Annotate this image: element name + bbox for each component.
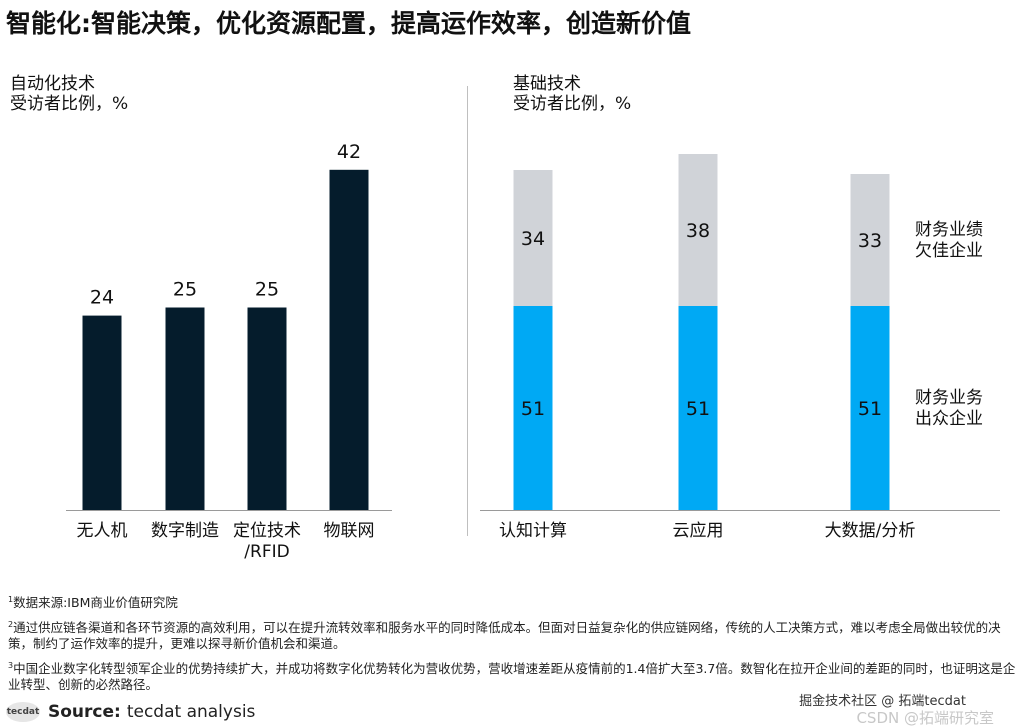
footnote-2: 2通过供应链各渠道和各环节资源的高效利用，可以在提升流转效率和服务水平的同时降低…	[8, 620, 1001, 652]
tecdat-logo: tecdat	[6, 702, 40, 722]
stacked-bar-2-segment-2	[678, 154, 718, 306]
stacked-bar-1-segment-2-value: 34	[521, 228, 545, 250]
stacked-bar-1-segment-2	[513, 170, 553, 306]
bar-2	[165, 307, 205, 510]
watermark: 掘金技术社区 @ 拓端tecdat	[799, 694, 966, 709]
bar-3-label: /RFID	[244, 542, 289, 562]
series-2-label: 欠佳企业	[915, 241, 983, 261]
right-chart-title: 基础技术	[513, 74, 581, 94]
left-chart-subtitle: 受访者比例，%	[10, 94, 129, 114]
stacked-bar-2-segment-1	[678, 306, 718, 510]
source-label: Source:	[48, 702, 121, 722]
bar-1	[82, 315, 122, 510]
footnote-3: 3中国企业数字化转型领军企业的优势持续扩大，并成功将数字化优势转化为营收优势，营…	[8, 661, 1016, 693]
bar-3-value: 25	[255, 279, 279, 301]
right-chart-subtitle: 受访者比例，%	[513, 94, 632, 114]
charts-canvas: 24 无人机 25 数字制造 25 定位技术/RFID 42 物联网 51 34 认知计算 51 38 云…	[66, 141, 1000, 562]
watermark-csdn: CSDN @拓端研究室	[856, 709, 994, 727]
series-2-label: 财务业绩	[915, 220, 983, 240]
chart-divider	[467, 86, 468, 536]
stacked-bar-2-label: 云应用	[673, 521, 724, 541]
source-row: tecdat Source: tecdat analysis	[6, 700, 255, 724]
bar-4	[329, 169, 369, 511]
left-chart-heading: 自动化技术 受访者比例，%	[10, 74, 128, 114]
left-chart-title: 自动化技术	[10, 74, 95, 94]
footnotes: 1数据来源:IBM商业价值研究院 2通过供应链各渠道和各环节资源的高效利用，可以…	[8, 592, 1020, 699]
stacked-bar-1-segment-1	[513, 306, 553, 510]
stacked-bar-3-segment-1-value: 51	[858, 398, 882, 420]
stacked-bar-2-segment-2-value: 38	[686, 220, 710, 242]
series-1-label: 出众企业	[915, 409, 983, 429]
source-text: tecdat analysis	[126, 702, 256, 722]
bar-4-label: 物联网	[324, 521, 375, 541]
bar-4-value: 42	[337, 141, 361, 163]
stacked-bar-2-segment-1-value: 51	[686, 398, 710, 420]
stacked-bar-3-segment-2-value: 33	[858, 230, 882, 252]
bar-2-value: 25	[173, 279, 197, 301]
series-1-label: 财务业务	[915, 388, 983, 408]
footnote-1: 1数据来源:IBM商业价值研究院	[8, 595, 178, 611]
bar-1-label: 无人机	[77, 521, 128, 541]
stacked-bar-3-label: 大数据/分析	[825, 521, 916, 541]
bar-2-label: 数字制造	[151, 521, 219, 541]
bar-3	[247, 307, 287, 510]
stacked-bar-1-label: 认知计算	[499, 521, 567, 541]
stacked-bar-3-segment-1	[850, 306, 890, 510]
bar-3-label: 定位技术	[233, 521, 301, 541]
page-title: 智能化:智能决策，优化资源配置，提高运作效率，创造新价值	[6, 9, 691, 38]
stacked-bar-1-segment-1-value: 51	[521, 398, 545, 420]
right-chart-heading: 基础技术 受访者比例，%	[513, 74, 631, 114]
stacked-bar-3-segment-2	[850, 174, 890, 306]
bar-1-value: 24	[90, 287, 114, 309]
